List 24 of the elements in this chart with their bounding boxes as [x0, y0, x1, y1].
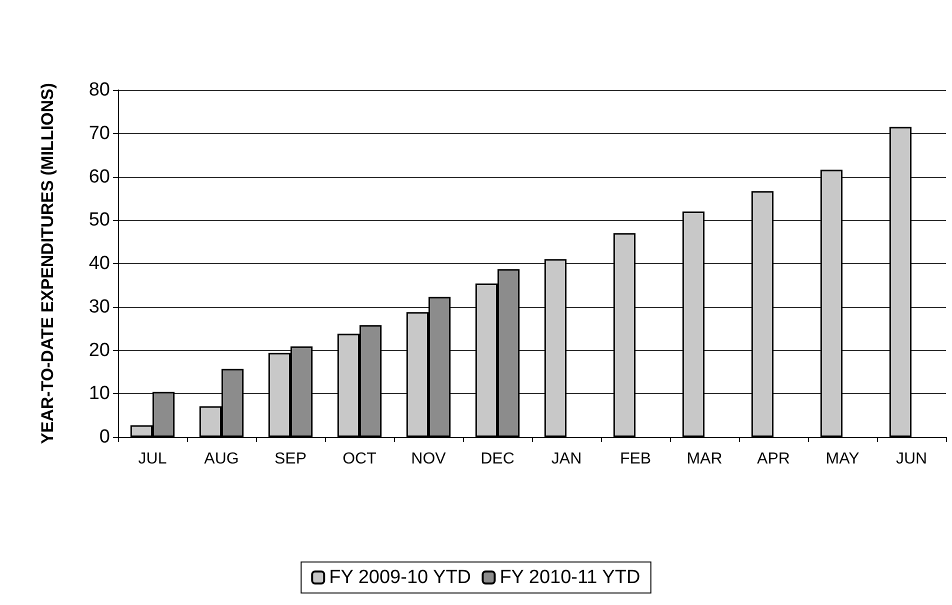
x-tick-label: JUL [138, 450, 167, 468]
x-tick-label: JUN [896, 450, 928, 468]
y-tick-label: 70 [88, 122, 110, 144]
y-tick-label: 40 [88, 253, 110, 274]
y-tick-label: 0 [99, 426, 110, 448]
y-tick-label: 10 [88, 383, 110, 404]
y-axis-title: YEAR-TO-DATE EXPENDITURES (MILLIONS) [38, 82, 57, 444]
x-tick-label: FEB [620, 450, 652, 468]
x-tick-label: MAR [686, 450, 722, 468]
x-tick-label: AUG [204, 450, 239, 468]
legend-label: FY 2010-11 YTD [500, 567, 640, 588]
x-tick-label: APR [757, 450, 790, 468]
y-tick-label: 30 [88, 296, 110, 318]
x-tick-label: DEC [480, 450, 514, 468]
x-tick-label: OCT [342, 450, 377, 468]
x-tick-label: MAY [826, 450, 860, 468]
y-tick-label: 60 [88, 166, 110, 188]
x-tick-label: NOV [411, 450, 446, 468]
y-tick-label: 80 [88, 80, 110, 100]
legend-label: FY 2009-10 YTD [329, 567, 472, 588]
x-tick-label: SEP [274, 450, 307, 468]
y-tick-label: 50 [88, 210, 110, 231]
x-tick-label: JAN [551, 450, 582, 468]
y-tick-label: 20 [88, 340, 110, 361]
